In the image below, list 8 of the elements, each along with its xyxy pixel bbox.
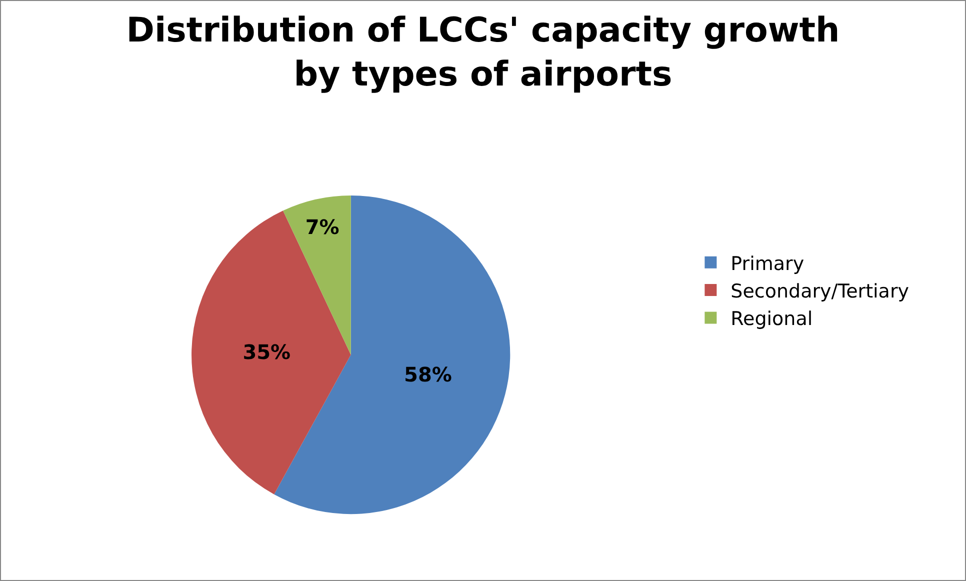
data-label: 7% <box>305 215 340 240</box>
legend-label: Regional <box>730 308 813 330</box>
data-label: 58% <box>404 362 452 387</box>
chart-title: Distribution of LCCs' capacity growth by types of airports <box>126 10 840 95</box>
legend-label: Primary <box>730 252 804 275</box>
data-label: 35% <box>242 340 291 364</box>
pie-slice <box>192 210 351 494</box>
legend-label: Secondary/Tertiary <box>730 280 910 302</box>
